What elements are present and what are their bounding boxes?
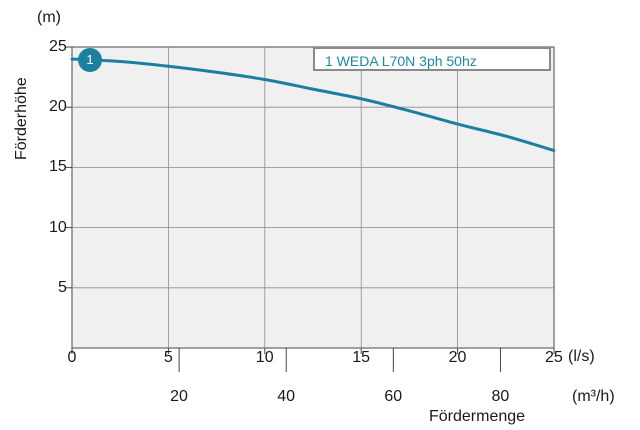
x2-tick-label: 80	[491, 388, 510, 405]
y-tick-label: 10	[49, 218, 67, 236]
y-axis-title: Förderhöhe	[13, 77, 30, 160]
legend: 1 WEDA L70N 3ph 50hz	[313, 47, 551, 71]
y-tick-label: 15	[49, 158, 67, 176]
y-tick-label: 25	[49, 38, 67, 55]
y-tick-label: 20	[49, 98, 67, 116]
data-point	[167, 64, 170, 68]
y-tick-label: 5	[58, 278, 67, 296]
data-point	[311, 87, 315, 91]
series-marker: 1	[78, 48, 102, 72]
data-point	[552, 149, 556, 152]
x-tick-label: 0	[67, 349, 77, 366]
axis-ticks	[66, 46, 555, 372]
x-tick-label: 25	[545, 349, 563, 366]
x-tick-label: 10	[255, 349, 274, 366]
x-axis-title: Fördermenge	[429, 408, 526, 425]
x2-tick-label: 20	[170, 388, 188, 405]
x-tick-label: 20	[448, 349, 467, 366]
data-point	[263, 78, 267, 81]
data-point	[70, 57, 74, 61]
x-tick-label: 5	[163, 349, 173, 366]
data-point	[504, 134, 508, 138]
data-point	[215, 70, 219, 74]
legend-series-label: 1 WEDA L70N 3ph 50hz	[325, 53, 477, 69]
x2-tick-label: 60	[384, 388, 403, 405]
x2-tick-label: 40	[277, 388, 296, 405]
plot-area	[71, 46, 555, 349]
grid-lines	[72, 47, 554, 348]
data-point	[456, 122, 459, 126]
series-layer	[70, 57, 556, 152]
x-axis-unit-primary: (l/s)	[568, 348, 595, 365]
data-point	[359, 97, 363, 101]
data-point	[408, 109, 411, 113]
x-axis-unit-secondary: (m³/h)	[572, 388, 615, 405]
data-point	[118, 60, 122, 63]
y-axis-unit: (m)	[37, 9, 61, 26]
x-tick-label: 15	[352, 349, 370, 366]
